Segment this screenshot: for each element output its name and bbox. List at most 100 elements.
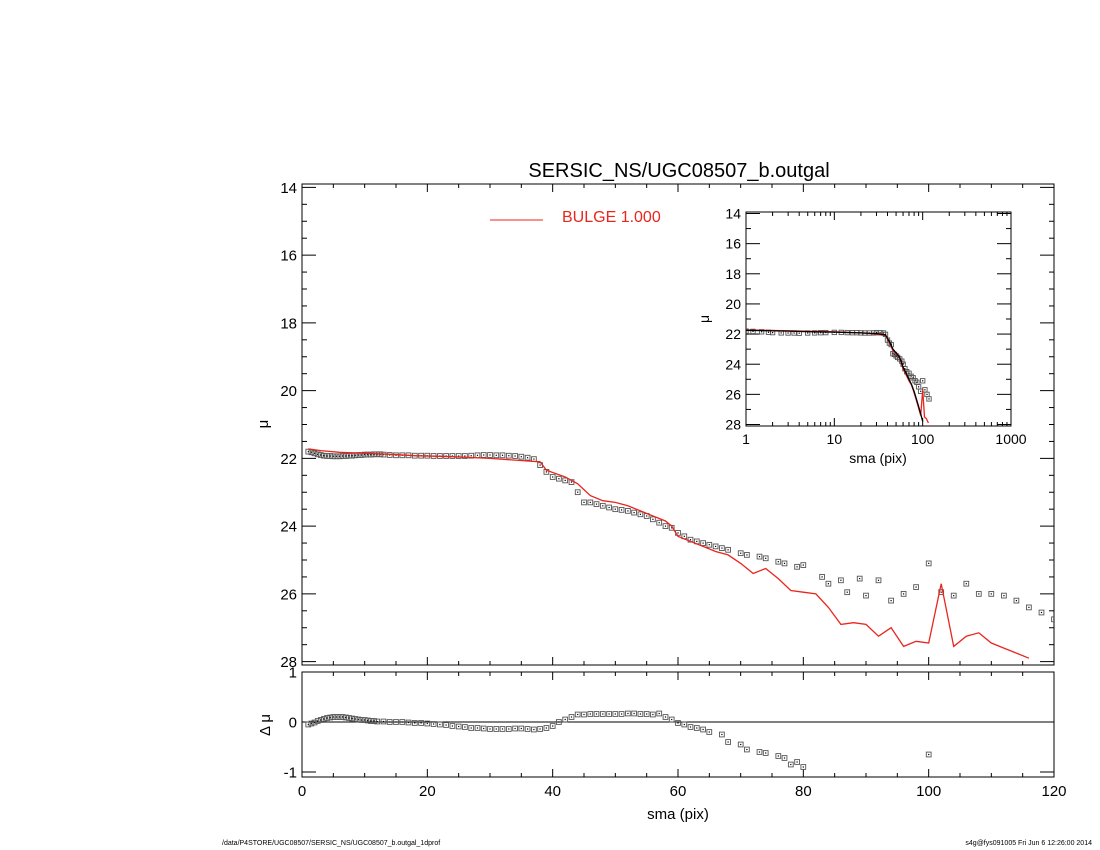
residual-point — [361, 717, 368, 723]
residual-point — [719, 731, 725, 738]
residual-point — [468, 725, 475, 731]
main-point — [327, 453, 334, 459]
main-point — [637, 511, 644, 518]
main-point — [336, 453, 343, 460]
main-point-center — [464, 455, 466, 457]
main-point-center — [558, 478, 560, 480]
main-point-center — [583, 501, 585, 503]
residual-point — [662, 714, 669, 720]
inset-point-center — [926, 393, 928, 395]
residual-point-center — [545, 727, 547, 729]
main-point — [712, 543, 719, 550]
residual-point-center — [458, 725, 460, 728]
main-point — [725, 546, 731, 553]
residual-point — [474, 725, 481, 731]
main-point — [361, 451, 368, 458]
main-point — [1038, 609, 1045, 616]
residual-point-center — [928, 753, 930, 756]
inset-point-center — [807, 332, 809, 334]
residual-point-center — [664, 716, 667, 718]
inset-xtick-label: 1 — [742, 431, 750, 447]
main-point-center — [639, 513, 641, 515]
main-point-center — [765, 557, 767, 559]
residual-point-center — [740, 743, 742, 746]
residual-point — [343, 714, 349, 721]
main-point-center — [326, 455, 328, 457]
residual-point — [581, 711, 587, 718]
residual-point — [687, 724, 694, 730]
residual-frame — [301, 671, 1055, 778]
residual-point — [437, 721, 443, 728]
main-point — [1026, 604, 1032, 611]
residual-point-center — [433, 723, 435, 725]
residual-point — [505, 726, 512, 732]
main-point — [737, 550, 744, 557]
residual-point-center — [370, 720, 372, 722]
inset-ytick-label: 26 — [725, 386, 741, 402]
residual-point-center — [307, 723, 309, 726]
inset-x-axis-label: sma (pix) — [849, 450, 907, 466]
residual-point — [462, 724, 468, 730]
main-point-center — [696, 540, 698, 542]
residual-point — [374, 718, 381, 725]
residual-point-center — [501, 728, 504, 730]
residual-point-center — [320, 719, 322, 721]
main-ytick-label: 14 — [280, 180, 297, 197]
inset-ytick-label: 16 — [725, 236, 741, 252]
main-point — [317, 452, 324, 458]
residual-point-center — [633, 712, 635, 715]
main-point — [925, 560, 932, 567]
main-point-center — [329, 455, 331, 457]
main-point-center — [317, 453, 319, 455]
residual-point-center — [552, 725, 554, 727]
residual-point — [618, 711, 625, 717]
residual-point — [925, 751, 932, 758]
main-y-axis-label: μ — [255, 420, 272, 429]
residual-point-center — [539, 728, 541, 730]
residual-point — [568, 714, 575, 720]
residual-point — [668, 716, 675, 723]
residual-point — [556, 719, 562, 725]
main-point — [844, 589, 851, 596]
residual-point — [543, 725, 550, 731]
residual-point — [480, 725, 487, 732]
main-point-center — [865, 595, 867, 597]
residual-y-axis-label: Δ μ — [257, 714, 274, 736]
main-point-center — [313, 452, 316, 454]
main-point-center — [1040, 611, 1043, 614]
residual-point-center — [708, 731, 710, 733]
main-point-center — [345, 455, 347, 457]
residual-point — [706, 729, 713, 735]
residual-point — [411, 720, 418, 726]
residual-point — [386, 719, 393, 725]
residual-point — [537, 726, 543, 732]
residual-point-center — [558, 721, 560, 723]
residual-xtick-label: 60 — [670, 783, 687, 800]
main-point-center — [545, 471, 547, 473]
main-point-center — [1028, 606, 1030, 608]
main-point — [819, 574, 825, 580]
main-point-center — [357, 454, 359, 456]
residual-point — [311, 719, 318, 726]
residual-point — [612, 711, 619, 717]
residual-point — [524, 726, 531, 732]
residual-point-center — [395, 721, 397, 723]
main-point — [963, 580, 970, 587]
residual-point — [364, 717, 371, 724]
residual-point-center — [342, 716, 344, 718]
main-point-center — [351, 455, 353, 457]
inset-ytick-label: 28 — [725, 417, 741, 433]
main-point-center — [370, 454, 372, 456]
main-point-center — [740, 552, 742, 554]
main-point — [587, 499, 594, 506]
main-point-center — [564, 479, 566, 481]
main-point-center — [589, 501, 591, 503]
inset-ytick-label: 18 — [725, 266, 741, 282]
inset-point-center — [892, 353, 894, 355]
main-point — [650, 516, 656, 523]
main-point — [719, 545, 725, 551]
main-point — [900, 591, 907, 597]
main-point — [321, 452, 327, 459]
main-ytick-label: 24 — [280, 519, 297, 536]
main-point-center — [339, 455, 341, 457]
